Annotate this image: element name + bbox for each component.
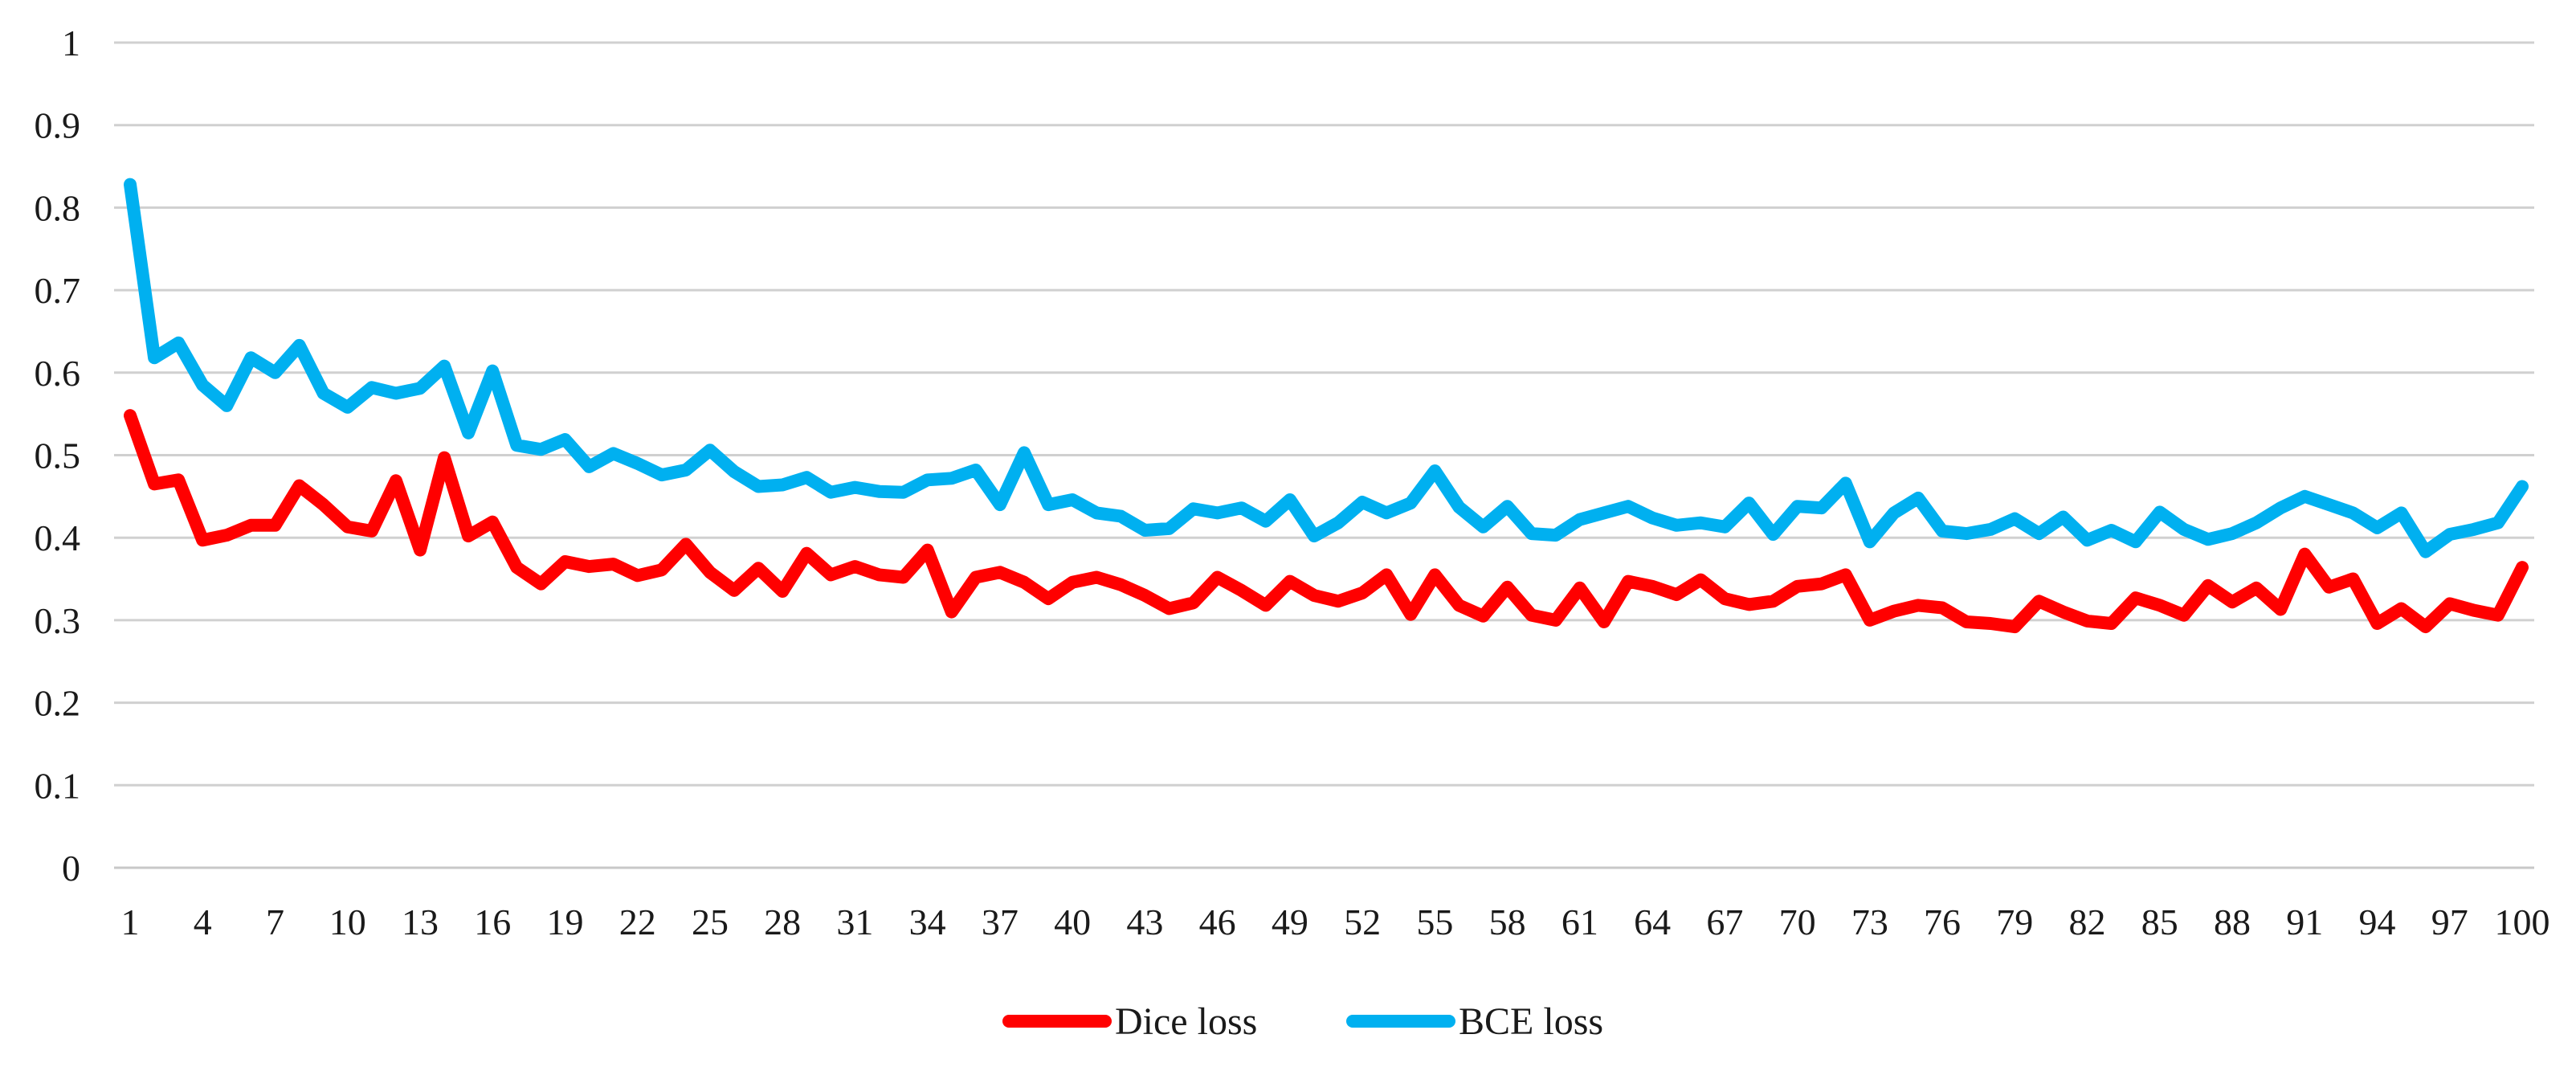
y-tick-label: 0.3 xyxy=(35,600,81,641)
x-tick-label: 76 xyxy=(1924,901,1961,942)
x-tick-label: 58 xyxy=(1489,901,1526,942)
x-tick-label: 85 xyxy=(2141,901,2178,942)
x-tick-label: 73 xyxy=(1851,901,1888,942)
series-line-bce-loss xyxy=(124,178,2529,558)
x-tick-label: 7 xyxy=(266,901,284,942)
y-tick-label: 0.4 xyxy=(35,517,81,558)
x-tick-label: 19 xyxy=(546,901,583,942)
x-tick-label: 34 xyxy=(909,901,946,942)
y-tick-label: 0.5 xyxy=(35,435,81,476)
x-tick-label: 16 xyxy=(474,901,511,942)
x-tick-label: 28 xyxy=(764,901,801,942)
x-tick-label: 100 xyxy=(2495,901,2550,942)
x-tick-label: 25 xyxy=(692,901,729,942)
x-tick-label: 67 xyxy=(1706,901,1743,942)
y-tick-label: 1 xyxy=(62,22,80,63)
legend-label-dice-loss: Dice loss xyxy=(1115,1000,1257,1043)
x-tick-label: 40 xyxy=(1054,901,1091,942)
x-tick-label: 70 xyxy=(1779,901,1816,942)
y-tick-label: 0.6 xyxy=(35,353,81,394)
x-tick-label: 55 xyxy=(1416,901,1453,942)
x-tick-label: 13 xyxy=(402,901,439,942)
y-tick-label: 0.8 xyxy=(35,187,81,228)
x-tick-label: 37 xyxy=(982,901,1019,942)
x-tick-label: 1 xyxy=(121,901,140,942)
series-line-dice-loss xyxy=(124,409,2529,634)
y-tick-label: 0.1 xyxy=(35,765,81,806)
x-tick-label: 46 xyxy=(1199,901,1236,942)
series-lines xyxy=(124,178,2529,634)
legend: Dice loss BCE loss xyxy=(1002,1000,1603,1043)
x-tick-label: 10 xyxy=(329,901,366,942)
x-tick-label: 64 xyxy=(1634,901,1671,942)
x-tick-label: 43 xyxy=(1126,901,1163,942)
gridlines xyxy=(114,41,2534,869)
x-axis-ticks: 1 4 7 10 13 16 19 22 25 28 31 34 37 40 43 46 49 52 55 58 61 6… xyxy=(121,901,2550,942)
x-tick-label: 82 xyxy=(2069,901,2106,942)
x-tick-label: 97 xyxy=(2431,901,2468,942)
x-tick-label: 61 xyxy=(1562,901,1598,942)
x-tick-label: 49 xyxy=(1272,901,1308,942)
y-tick-label: 0 xyxy=(62,848,80,889)
y-axis-ticks: 0 0.1 0.2 0.3 0.4 0.5 0.6 0.7 0.8 0.9 1 xyxy=(35,22,81,889)
x-tick-label: 4 xyxy=(194,901,212,942)
legend-label-bce-loss: BCE loss xyxy=(1459,1000,1603,1043)
x-tick-label: 52 xyxy=(1344,901,1381,942)
y-tick-label: 0.9 xyxy=(35,105,81,146)
x-tick-label: 31 xyxy=(836,901,873,942)
x-tick-label: 94 xyxy=(2359,901,2396,942)
x-tick-label: 91 xyxy=(2286,901,2323,942)
y-tick-label: 0.7 xyxy=(35,270,81,311)
y-tick-label: 0.2 xyxy=(35,683,81,724)
x-tick-label: 88 xyxy=(2214,901,2251,942)
x-tick-label: 79 xyxy=(1996,901,2033,942)
x-tick-label: 22 xyxy=(619,901,656,942)
